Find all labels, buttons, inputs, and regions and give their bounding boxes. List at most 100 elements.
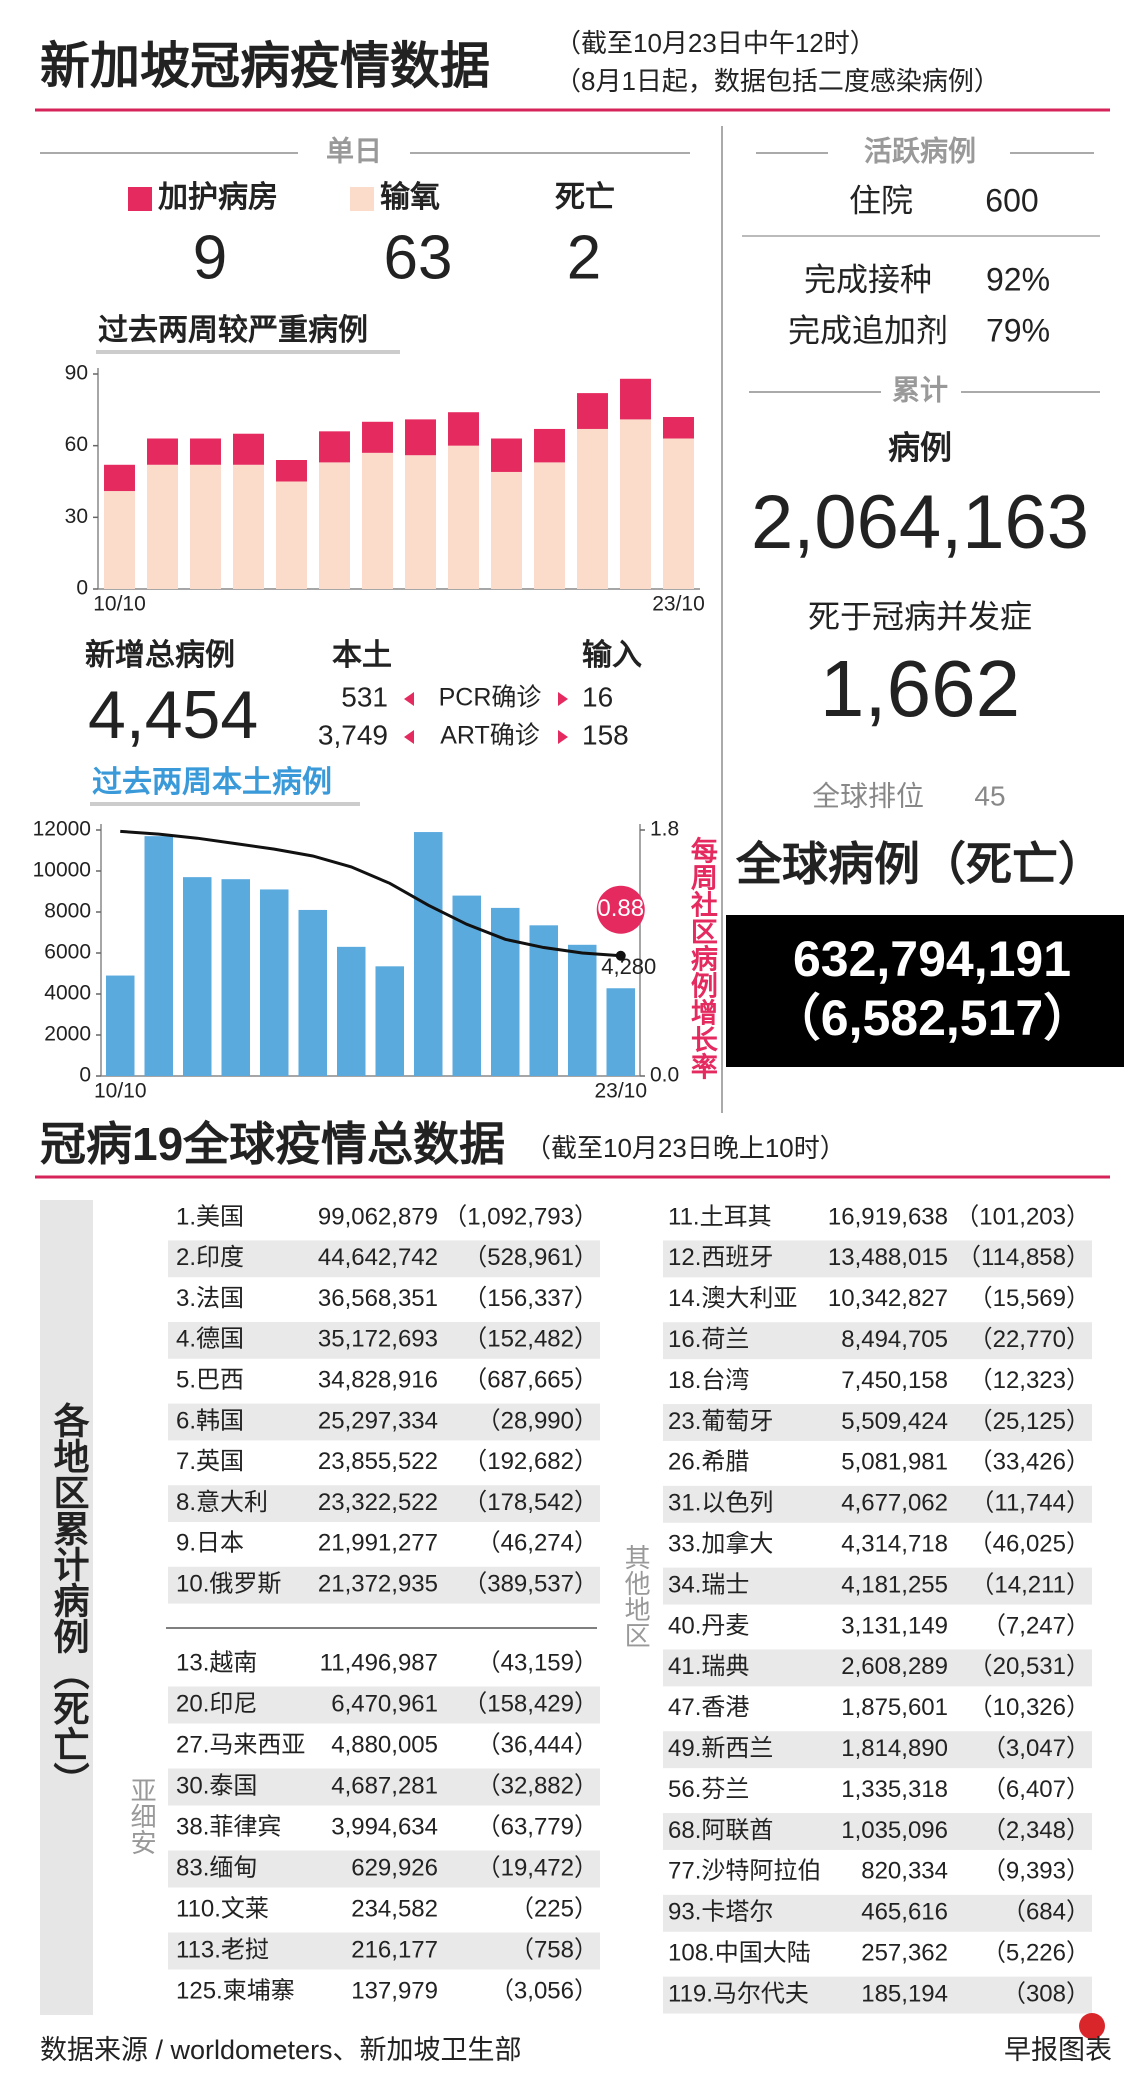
cases-value: 99,062,879	[318, 1203, 438, 1230]
deaths-value: （46,025）	[969, 1531, 1090, 1558]
deaths-value: （3,056）	[490, 1977, 598, 2004]
bar	[221, 879, 250, 1076]
bar	[491, 907, 520, 1076]
section-title: 累计	[892, 374, 948, 405]
logo	[1079, 2013, 1105, 2039]
cases-value: 820,334	[861, 1858, 948, 1885]
y-tick-label: 8000	[44, 900, 91, 923]
row-bg	[168, 1485, 600, 1522]
stat-value: 4,454	[88, 677, 258, 753]
bar	[529, 925, 558, 1076]
row-bg	[663, 1894, 1092, 1932]
deaths-value: （389,537）	[463, 1571, 598, 1598]
deaths-value: （9,393）	[982, 1858, 1090, 1885]
stat-value: 531	[341, 681, 388, 712]
cases-value: 629,926	[351, 1854, 438, 1881]
bar-segment	[319, 462, 350, 589]
cases-value: 234,582	[351, 1895, 438, 1922]
country-name: 14.澳大利亚	[668, 1285, 797, 1312]
country-name: 2.印度	[176, 1244, 244, 1271]
header-note: （截至10月23日中午12时）	[555, 28, 876, 58]
country-name: 8.意大利	[176, 1489, 268, 1516]
bar-segment	[319, 431, 350, 463]
deaths-value: （192,682）	[463, 1448, 598, 1475]
cases-value: 3,131,149	[841, 1612, 948, 1639]
cases-value: 1,875,601	[841, 1694, 948, 1721]
row-bg	[168, 1768, 600, 1806]
deaths-value: （101,203）	[955, 1203, 1090, 1230]
row-label: 病例	[888, 429, 952, 465]
deaths-value: （43,159）	[477, 1649, 598, 1676]
legend-label: 加护病房	[158, 181, 278, 214]
country-name: 77.沙特阿拉伯	[668, 1858, 821, 1885]
deaths-value: （308）	[1002, 1980, 1090, 2007]
bar	[183, 877, 212, 1076]
country-name: 68.阿联酋	[668, 1817, 773, 1844]
bar-segment	[276, 460, 307, 482]
country-name: 31.以色列	[668, 1490, 773, 1517]
row-label: PCR确诊	[439, 684, 542, 712]
row-bg	[663, 1976, 1092, 2014]
row-bg	[663, 1485, 1092, 1523]
cases-value: 23,855,522	[318, 1448, 438, 1475]
deaths-value: （7,247）	[982, 1612, 1090, 1639]
country-name: 11.土耳其	[668, 1203, 772, 1230]
bar-segment	[362, 421, 393, 453]
legend-swatch	[128, 187, 152, 211]
country-name: 3.法国	[176, 1285, 244, 1312]
deaths-value: （2,348）	[982, 1817, 1090, 1844]
arrow-icon	[404, 730, 414, 744]
y-tick-label: 30	[65, 505, 88, 528]
column-label: 本土	[332, 639, 392, 672]
row-bg	[663, 1240, 1092, 1278]
deaths-value: （158,429）	[463, 1690, 598, 1717]
cases-value: 2,608,289	[841, 1653, 948, 1680]
bar-segment	[190, 438, 221, 465]
section-title: 活跃病例	[864, 135, 976, 166]
y-tick-label: 0	[76, 577, 88, 600]
footer-source: 数据来源 / worldometers、新加坡卫生部	[40, 2035, 522, 2065]
row-bg	[168, 1403, 600, 1441]
chart-title: 过去两周较严重病例	[98, 313, 368, 347]
country-name: 110.文莱	[176, 1895, 269, 1922]
y-tick-label: 10000	[33, 859, 91, 882]
y-tick-label: 2000	[44, 1023, 91, 1046]
header-note: （截至10月23日晚上10时）	[525, 1133, 846, 1163]
deaths-value: （6,407）	[982, 1776, 1090, 1803]
header-note: （8月1日起，数据包括二度感染病例）	[555, 66, 1000, 96]
page-title: 新加坡冠病疫情数据	[40, 38, 490, 94]
row-bg	[168, 1686, 600, 1724]
bar-segment	[534, 428, 565, 463]
y-tick-label: 12000	[33, 818, 91, 841]
highlight-box	[726, 915, 1124, 1067]
bar-segment	[620, 378, 651, 420]
cases-value: 16,919,638	[828, 1203, 948, 1230]
cases-value: 34,828,916	[318, 1367, 438, 1394]
bar-segment	[663, 438, 694, 589]
y-tick-label: 60	[65, 433, 88, 456]
row-bg	[663, 1404, 1092, 1441]
y2-tick-label: 0.0	[650, 1064, 679, 1087]
country-name: 47.香港	[668, 1694, 749, 1721]
country-name: 56.芬兰	[668, 1776, 749, 1803]
row-label: ART确诊	[440, 722, 540, 750]
cases-value: 1,335,318	[841, 1776, 948, 1803]
cases-value: 257,362	[861, 1940, 948, 1967]
deaths-value: （5,226）	[982, 1940, 1090, 1967]
cases-value: 1,035,096	[841, 1817, 948, 1844]
side-label: 各地区累计病例（死亡）	[48, 1402, 89, 1798]
bar-segment	[147, 438, 178, 465]
cases-value: 23,322,522	[318, 1489, 438, 1516]
country-name: 119.马尔代夫	[668, 1980, 809, 2007]
legend-swatch	[350, 187, 374, 211]
x-tick-label: 23/10	[652, 593, 705, 616]
data-label: 4,280	[601, 954, 656, 979]
cases-value: 21,372,935	[318, 1571, 438, 1598]
y2-tick-label: 1.8	[650, 818, 679, 841]
deaths-value: （63,779）	[477, 1813, 598, 1840]
chart-title: 过去两周本土病例	[92, 766, 332, 799]
bar-segment	[276, 481, 307, 589]
row-bg	[663, 1322, 1092, 1360]
country-name: 113.老挝	[176, 1936, 269, 1963]
